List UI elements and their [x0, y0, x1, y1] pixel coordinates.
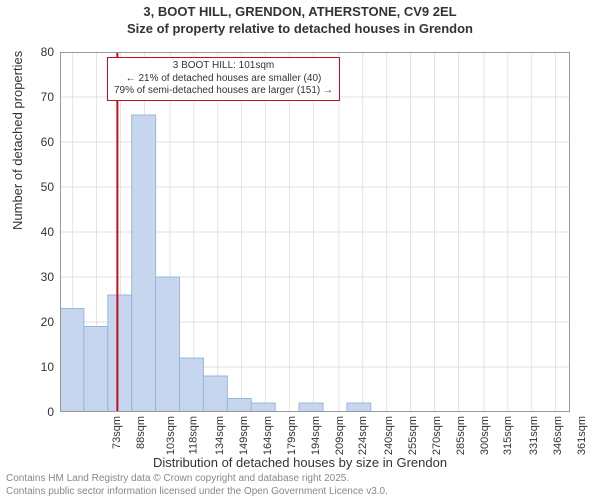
- callout-line-1: 3 BOOT HILL: 101sqm: [114, 60, 333, 73]
- y-tick-label: 80: [41, 45, 54, 59]
- x-tick-label: 224sqm: [358, 416, 370, 455]
- y-tick-label: 10: [41, 360, 54, 374]
- y-tick-label: 40: [41, 225, 54, 239]
- x-tick-label: 285sqm: [455, 416, 467, 455]
- histogram-bar: [203, 376, 227, 412]
- x-tick-label: 73sqm: [111, 416, 123, 449]
- x-tick-label: 240sqm: [383, 416, 395, 455]
- footer-line-2: Contains public sector information licen…: [6, 486, 388, 499]
- callout-box: 3 BOOT HILL: 101sqm← 21% of detached hou…: [107, 57, 340, 101]
- histogram-bar: [132, 115, 156, 412]
- plot-area: 0102030405060708073sqm88sqm103sqm118sqm1…: [60, 52, 570, 412]
- title-block: 3, BOOT HILL, GRENDON, ATHERSTONE, CV9 2…: [0, 0, 600, 38]
- x-axis-label: Distribution of detached houses by size …: [0, 455, 600, 470]
- y-tick-label: 30: [41, 270, 54, 284]
- x-tick-label: 118sqm: [188, 416, 200, 454]
- x-tick-label: 361sqm: [576, 416, 588, 455]
- x-tick-label: 194sqm: [310, 416, 322, 455]
- attribution-footer: Contains HM Land Registry data © Crown c…: [6, 473, 388, 498]
- x-tick-label: 255sqm: [407, 416, 419, 455]
- y-tick-label: 50: [41, 180, 54, 194]
- x-tick-label: 164sqm: [262, 416, 274, 455]
- y-axis-label: Number of detached properties: [10, 51, 25, 230]
- callout-line-2: ← 21% of detached houses are smaller (40…: [114, 73, 333, 86]
- callout-line-3: 79% of semi-detached houses are larger (…: [114, 85, 333, 98]
- histogram-bar: [347, 403, 371, 412]
- x-tick-label: 331sqm: [528, 416, 540, 455]
- title-line-2: Size of property relative to detached ho…: [0, 21, 600, 38]
- histogram-bar: [227, 399, 251, 413]
- histogram-bar: [299, 403, 323, 412]
- histogram-bar: [60, 309, 84, 413]
- x-tick-label: 270sqm: [431, 416, 443, 455]
- footer-line-1: Contains HM Land Registry data © Crown c…: [6, 473, 388, 486]
- x-tick-label: 134sqm: [214, 416, 226, 455]
- x-tick-label: 103sqm: [165, 416, 177, 455]
- x-tick-label: 300sqm: [479, 416, 491, 455]
- histogram-bar: [84, 327, 108, 413]
- x-tick-label: 315sqm: [503, 416, 515, 455]
- histogram-bar: [180, 358, 204, 412]
- x-tick-label: 346sqm: [552, 416, 564, 455]
- title-line-1: 3, BOOT HILL, GRENDON, ATHERSTONE, CV9 2…: [0, 4, 600, 21]
- y-tick-label: 70: [41, 90, 54, 104]
- x-tick-label: 179sqm: [286, 416, 298, 455]
- histogram-bar: [156, 277, 180, 412]
- histogram-bar: [251, 403, 275, 412]
- chart-container: 3, BOOT HILL, GRENDON, ATHERSTONE, CV9 2…: [0, 0, 600, 500]
- y-tick-label: 0: [47, 405, 54, 419]
- histogram-bar: [108, 295, 132, 412]
- x-tick-label: 88sqm: [135, 416, 147, 449]
- x-tick-label: 149sqm: [238, 416, 250, 455]
- x-tick-label: 209sqm: [334, 416, 346, 455]
- y-tick-label: 20: [41, 315, 54, 329]
- y-tick-label: 60: [41, 135, 54, 149]
